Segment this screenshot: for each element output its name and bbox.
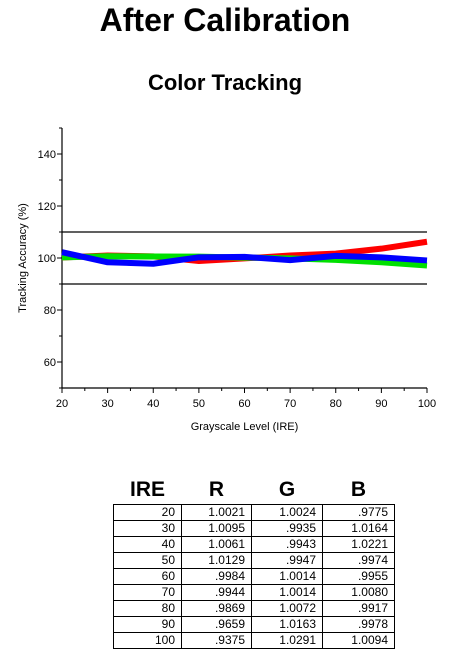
table-row: 20 1.0021 1.0024.9775 <box>113 504 395 521</box>
table-cell: 1.0291 <box>251 632 323 649</box>
table-cell: 1.0095 <box>181 520 252 537</box>
table-cell: .9944 <box>181 584 252 601</box>
table-cell: .9917 <box>322 600 395 617</box>
x-tick-label: 90 <box>375 398 387 410</box>
table-cell: 1.0163 <box>251 616 323 633</box>
table-cell: 70 <box>113 584 182 601</box>
table-header-b: B <box>350 478 367 501</box>
y-tick-label: 120 <box>38 201 56 213</box>
table-header-ire: IRE <box>129 478 165 501</box>
table-cell: .9935 <box>251 520 323 537</box>
y-tick-label: 100 <box>38 253 56 265</box>
table-cell: 100 <box>113 632 182 649</box>
x-tick-label: 100 <box>418 398 436 410</box>
x-tick-label: 60 <box>238 398 250 410</box>
table-cell: .9659 <box>181 616 252 633</box>
x-tick-label: 20 <box>56 398 68 410</box>
table-cell: 1.0061 <box>181 536 252 553</box>
table-cell: 1.0072 <box>251 600 323 617</box>
y-tick-label: 80 <box>44 305 56 317</box>
table-cell: .9984 <box>181 568 252 585</box>
table-cell: 1.0221 <box>322 536 395 553</box>
y-axis-label: Tracking Accuracy (%) <box>17 203 29 313</box>
table-cell: 1.0024 <box>251 504 323 521</box>
table-cell: 1.0080 <box>322 584 395 601</box>
table-row: 50 1.0129.9947.9974 <box>113 552 395 569</box>
table-row: 40 1.0061.9943 1.0221 <box>113 536 395 553</box>
table-cell: 20 <box>113 504 182 521</box>
chart-subtitle: Color Tracking <box>147 70 303 95</box>
table-row: 60.9984 1.0014.9955 <box>113 568 395 585</box>
table-row: 80.9869 1.0072.9917 <box>113 600 395 617</box>
table-row: 100.9375 1.0291 1.0094 <box>113 632 395 649</box>
tracking-chart: 60 80 100 120 140 20 30 40 50 60 70 80 90 100 Grayscal… <box>17 127 436 433</box>
table-cell: .9947 <box>251 552 323 569</box>
table-cell: 60 <box>113 568 182 585</box>
x-tick-label: 30 <box>102 398 114 410</box>
table-cell: .9978 <box>322 616 395 633</box>
table-body: 20 1.0021 1.0024.9775 30 1.0095.9935 1.0164 40… <box>113 504 395 649</box>
table-cell: 1.0014 <box>251 584 323 601</box>
table-cell: .9974 <box>322 552 395 569</box>
table-cell: .9869 <box>181 600 252 617</box>
table-cell: .9775 <box>322 504 395 521</box>
table-row: 70.9944 1.0014 1.0080 <box>113 584 395 601</box>
page-title: After Calibration <box>99 2 351 38</box>
table-cell: 1.0129 <box>181 552 252 569</box>
table-cell: .9955 <box>322 568 395 585</box>
calibration-table: IRE R G B 20 1.0021 1.0024.9775 30 1.0095.9935 1… <box>113 476 395 649</box>
table-cell: 1.0021 <box>181 504 252 521</box>
table-header-g: G <box>278 478 296 501</box>
table-header-row: IRE R G B <box>114 476 395 505</box>
table-cell: 30 <box>113 520 182 537</box>
table-cell: 1.0164 <box>322 520 395 537</box>
series-line-2 <box>61 249 428 267</box>
table-cell: .9375 <box>181 632 252 649</box>
table-cell: 1.0014 <box>251 568 323 585</box>
table-header-r: R <box>208 478 225 501</box>
x-tick-label: 70 <box>284 398 296 410</box>
table-row: 90.9659 1.0163.9978 <box>113 616 395 633</box>
table-row: 30 1.0095.9935 1.0164 <box>113 520 395 537</box>
x-tick-label: 50 <box>193 398 205 410</box>
table-cell: 1.0094 <box>322 632 395 649</box>
table-cell: 90 <box>113 616 182 633</box>
x-tick-label: 40 <box>147 398 159 410</box>
x-tick-label: 80 <box>330 398 342 410</box>
y-tick-label: 60 <box>44 357 56 369</box>
table-cell: 50 <box>113 552 182 569</box>
table-cell: 80 <box>113 600 182 617</box>
y-tick-label: 140 <box>38 149 56 161</box>
x-axis-label: Grayscale Level (IRE) <box>191 421 299 433</box>
table-cell: .9943 <box>251 536 323 553</box>
table-cell: 40 <box>113 536 182 553</box>
